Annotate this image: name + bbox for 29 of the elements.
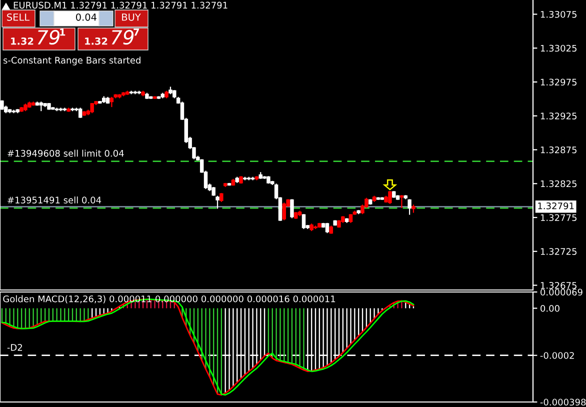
chart-title: Golden MACD(12,26,3) 0.000011 0.000000 0.000000 0.000016 0.000011 (3, 295, 336, 304)
annotation: 79 (38, 30, 60, 45)
annotation: 1.32 (11, 37, 34, 45)
y-tick-label: -0.000398 (540, 398, 586, 406)
y-tick-label: 1.32675 (540, 282, 576, 289)
chart-title: EURUSD.M1 1.32791 1.32791 1.32791 1.32791 (14, 2, 228, 9)
y-tick-label: 1.33075 (540, 10, 576, 18)
y-tick-label: 1.32825 (540, 180, 576, 188)
y-tick-label: 1.32775 (540, 214, 576, 222)
y-tick-label: 1.32875 (540, 146, 576, 154)
annotation: s-Constant Range Bars started (3, 56, 140, 66)
y-tick-label: 0.00 (540, 304, 560, 312)
annotation: SELL (7, 13, 30, 21)
y-tick-label: 1.32925 (540, 112, 576, 120)
y-tick-label: 1.33025 (540, 44, 576, 52)
y-tick-label: -0.0002 (540, 352, 574, 359)
ref-line-label: #13949608 sell limit 0.04 (8, 150, 124, 157)
y-tick-label: 1.32725 (540, 248, 576, 255)
y-tick-label: 0.000069 (540, 288, 582, 296)
ref-line-label: 1.32791 (538, 202, 574, 210)
y-tick-label: 1.32975 (540, 78, 576, 86)
annotation: 7 (134, 28, 139, 36)
annotation: BUY (122, 14, 141, 21)
ref-line-label: -D2 (7, 344, 22, 351)
ref-line-label: #13951491 sell 0.04 (8, 196, 102, 204)
annotation: 79 (112, 30, 134, 45)
annotation: 0.04 (76, 13, 96, 21)
annotation: 1 (60, 28, 66, 36)
annotation: 1.32 (85, 37, 108, 45)
